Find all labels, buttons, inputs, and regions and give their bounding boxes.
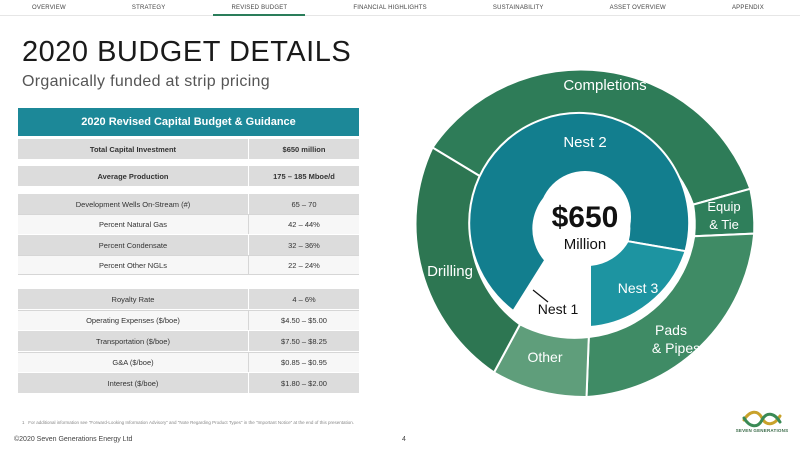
label-equip-line2: & Tie: [709, 217, 739, 232]
table-row: Percent Natural Gas 42 – 44%: [18, 214, 359, 234]
row-value: 32 – 36%: [288, 240, 320, 250]
row-value: 4 – 6%: [292, 294, 316, 304]
footnote-number: 1: [22, 420, 25, 425]
row-label: Average Production: [18, 166, 249, 186]
nav-item-appendix[interactable]: APPENDIX: [731, 4, 764, 11]
row-label: G&A ($/boe): [18, 353, 249, 372]
nav-item-sustainability[interactable]: SUSTAINABILITY: [492, 4, 544, 11]
segment-drilling: [414, 146, 522, 374]
footnote-text: For additional information see "Forward-…: [28, 420, 354, 425]
row-value: $7.50 – $8.25: [281, 336, 327, 346]
nav-item-asset-overview[interactable]: ASSET OVERVIEW: [609, 4, 666, 11]
label-equip-line1: Equip: [707, 199, 740, 214]
table-row: Average Production 175 – 185 Mboe/d: [18, 166, 359, 186]
row-label: Total Capital Investment: [18, 139, 249, 159]
table-row: Percent Other NGLs 22 – 24%: [18, 255, 359, 275]
row-value: $1.80 – $2.00: [281, 378, 327, 388]
label-pads-line2: & Pipes: [652, 340, 700, 356]
row-label: Percent Condensate: [18, 235, 249, 255]
row-value: 175 – 185 Mboe/d: [273, 171, 335, 181]
nav-item-revised-budget[interactable]: REVISED BUDGET: [213, 0, 306, 16]
row-label: Operating Expenses ($/boe): [18, 311, 249, 330]
table-row: Royalty Rate 4 – 6%: [18, 289, 359, 309]
page-subtitle: Organically funded at strip pricing: [22, 73, 270, 90]
footnote: 1 For additional information see "Forwar…: [22, 420, 354, 425]
company-logo: [742, 410, 782, 428]
label-nest-3: Nest 3: [618, 280, 659, 296]
row-label: Percent Natural Gas: [18, 215, 249, 234]
row-value: 65 – 70: [291, 199, 317, 209]
segment-nest-3: [589, 240, 687, 329]
row-label: Transportation ($/boe): [18, 331, 249, 351]
budget-sunburst-chart: $650 Million Nest 2 Nest 3 Nest 1 Comple…: [395, 52, 775, 422]
top-nav: OVERVIEW STRATEGY REVISED BUDGET FINANCI…: [0, 0, 800, 16]
label-nest-2: Nest 2: [563, 134, 606, 151]
nest-1-leader-line: [532, 289, 549, 303]
nav-item-financial-highlights[interactable]: FINANCIAL HIGHLIGHTS: [353, 4, 427, 11]
row-value: 22 – 24%: [288, 260, 320, 270]
segment-pads-pipes: [585, 232, 756, 399]
row-label: Development Wells On-Stream (#): [18, 194, 249, 214]
label-other: Other: [527, 349, 562, 365]
table-row: Operating Expenses ($/boe) $4.50 – $5.00: [18, 310, 359, 330]
page-title: 2020 BUDGET DETAILS: [22, 36, 352, 68]
label-completions: Completions: [563, 77, 646, 94]
row-label: Royalty Rate: [18, 289, 249, 309]
label-pads-line1: Pads: [655, 322, 687, 338]
center-unit: Million: [564, 236, 607, 253]
table-row: G&A ($/boe) $0.85 – $0.95: [18, 352, 359, 372]
row-value: $0.85 – $0.95: [281, 358, 327, 367]
nav-item-overview[interactable]: OVERVIEW: [32, 4, 66, 11]
segment-nest-1: [512, 259, 591, 329]
row-label: Percent Other NGLs: [18, 256, 249, 274]
table-row: Development Wells On-Stream (#) 65 – 70: [18, 194, 359, 214]
label-drilling: Drilling: [427, 263, 473, 280]
row-label: Interest ($/boe): [18, 373, 249, 393]
chart-center: [539, 171, 631, 263]
nav-item-strategy[interactable]: STRATEGY: [131, 4, 166, 11]
center-value: $650: [552, 201, 619, 234]
copyright: ©2020 Seven Generations Energy Ltd: [14, 436, 133, 443]
page-number: 4: [402, 436, 406, 443]
row-value: $4.50 – $5.00: [281, 316, 327, 325]
table-header: 2020 Revised Capital Budget & Guidance: [18, 108, 359, 136]
row-value: 42 – 44%: [288, 220, 320, 229]
table-row: Transportation ($/boe) $7.50 – $8.25: [18, 331, 359, 351]
row-value: $650 million: [282, 144, 326, 154]
label-nest-1: Nest 1: [538, 301, 579, 317]
table-row: Percent Condensate 32 – 36%: [18, 235, 359, 255]
table-row: Interest ($/boe) $1.80 – $2.00: [18, 373, 359, 393]
table-row: Total Capital Investment $650 million: [18, 139, 359, 159]
logo-text: SEVEN GENERATIONS: [735, 428, 789, 433]
